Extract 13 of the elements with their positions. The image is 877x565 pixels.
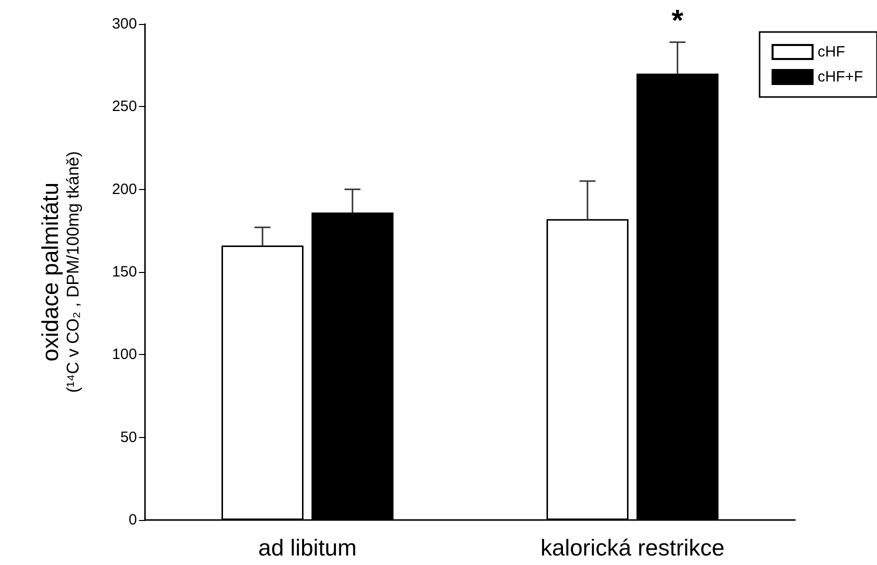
legend-label: cHF [818, 44, 846, 60]
legend-label: cHF+F [818, 68, 864, 86]
y-tick-label: 300 [112, 16, 137, 32]
y-axis-title: oxidace palmitátu (¹⁴C v CO₂ , DPM/100mg tkáně) [37, 151, 82, 393]
y-tick-label: 200 [112, 180, 137, 198]
annotation: * [672, 4, 684, 38]
x-tick-label: ad libitum [258, 534, 357, 560]
y-tick-label: 50 [120, 428, 137, 446]
y-tick-label: 250 [112, 98, 137, 116]
y-tick-label: 0 [128, 512, 137, 528]
y-tick-label: 150 [112, 264, 137, 280]
x-tick-label: kalorická restrikce [540, 534, 725, 560]
y-tick-label: 100 [112, 346, 137, 364]
